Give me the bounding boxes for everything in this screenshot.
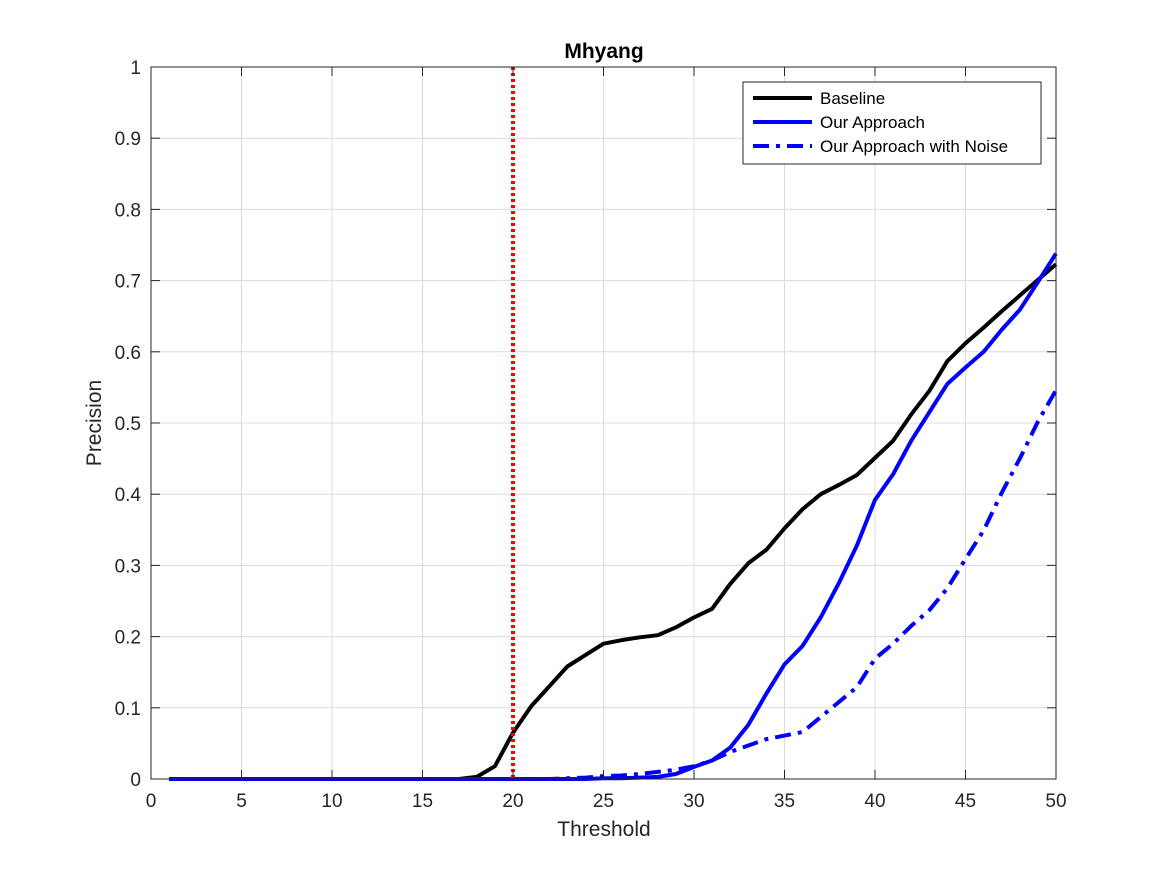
y-tick-labels: 0 0.1 0.2 0.3 0.4 0.5 0.6 0.7 0.8 0.9 1	[115, 58, 142, 791]
x-tick-label: 10	[321, 791, 342, 812]
x-tick-label: 45	[955, 791, 976, 812]
y-tick-label: 0.3	[115, 556, 141, 577]
y-tick-label: 0.8	[115, 200, 141, 221]
x-tick-label: 30	[683, 791, 704, 812]
x-tick-label: 40	[864, 791, 885, 812]
axis-ticks	[150, 66, 1057, 780]
y-tick-label: 0.4	[115, 485, 142, 506]
x-tick-label: 0	[146, 791, 157, 812]
x-tick-label: 5	[236, 791, 247, 812]
x-axis-label: Threshold	[557, 818, 650, 841]
y-tick-label: 0	[130, 770, 141, 791]
legend-label-2: Our Approach	[820, 113, 925, 132]
y-tick-label: 0.6	[115, 343, 141, 364]
x-tick-label: 25	[593, 791, 614, 812]
chart-title: Mhyang	[564, 40, 643, 63]
y-tick-label: 0.2	[115, 628, 141, 649]
x-tick-label: 50	[1045, 791, 1066, 812]
y-tick-label: 0.9	[115, 129, 141, 150]
y-axis-label: Precision	[83, 380, 106, 466]
grid	[151, 67, 1056, 779]
legend-label-3: Our Approach with Noise	[820, 137, 1008, 156]
y-tick-label: 1	[130, 58, 141, 79]
x-tick-label: 20	[502, 791, 523, 812]
y-tick-label: 0.5	[115, 414, 141, 435]
x-tick-label: 15	[412, 791, 433, 812]
y-tick-label: 0.7	[115, 272, 141, 293]
legend-label-1: Baseline	[820, 89, 885, 108]
legend: Baseline Our Approach Our Approach with No…	[742, 81, 1042, 165]
y-tick-label: 0.1	[115, 699, 141, 720]
x-tick-label: 35	[774, 791, 795, 812]
x-tick-labels: 0 5 10 15 20 25 30 35 40 45 50	[146, 791, 1067, 812]
